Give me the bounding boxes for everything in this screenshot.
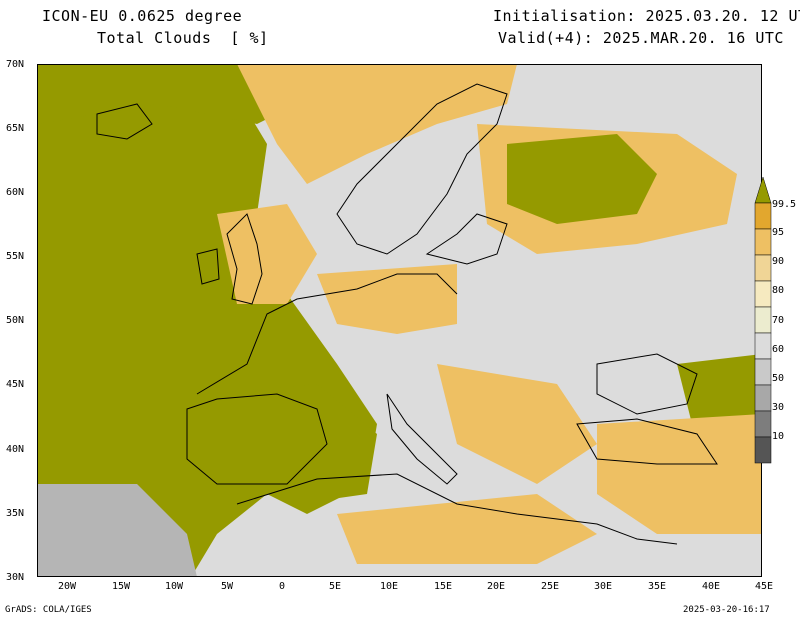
lon-label: 5W [221,581,234,592]
grads-credit: GrADS: COLA/IGES [5,605,92,615]
colorbar-swatch [754,332,772,360]
lon-label: 0 [279,581,286,592]
colorbar-label: 60 [772,344,785,355]
turkey-coast [576,418,718,465]
lon-label: 40E [702,581,721,592]
lat-label: 35N [6,508,25,519]
southwest-grey [37,484,197,577]
colorbar-label: 80 [772,285,785,296]
colorbar-swatch [754,306,772,334]
baltic-coast [425,213,508,265]
colorbar-label: 90 [772,256,785,267]
colorbar-swatch [754,202,772,230]
lat-label: 45N [6,379,25,390]
southeast-partial [597,414,762,534]
colorbar-swatch [754,436,772,464]
lon-label: 25E [541,581,560,592]
lon-label: 45E [755,581,774,592]
colorbar-label: 95 [772,227,785,238]
cloud-cover-map[interactable] [37,64,762,577]
scandinavia-coast [336,83,508,255]
lat-label: 30N [6,572,25,583]
mid-partial [317,264,457,334]
uk-partial [217,204,317,304]
lon-label: 5E [329,581,342,592]
colorbar-swatch [754,358,772,386]
colorbar-swatch [754,254,772,282]
med-africa-coast [236,473,678,545]
italy-coast [386,393,458,485]
iberia-overcast [207,384,377,504]
colorbar-swatch [754,280,772,308]
lon-label: 15E [434,581,453,592]
black-sea-coast [596,353,698,415]
coastlines [96,83,718,545]
lat-label: 65N [6,123,25,134]
colorbar-swatch [754,228,772,256]
africa-partial [337,494,597,564]
continent-coast [196,273,458,395]
lat-label: 40N [6,444,25,455]
lat-label: 55N [6,251,25,262]
lon-label: 30E [594,581,613,592]
colorbar-label: 70 [772,315,785,326]
lat-label: 70N [6,59,25,70]
colorbar-swatch [754,410,772,438]
iberia-coast [186,393,328,485]
colorbar-label: 30 [772,402,785,413]
lon-label: 10W [165,581,184,592]
iceland-coast [96,103,153,140]
colorbar [754,176,772,464]
lat-label: 50N [6,315,25,326]
scandinavia-partial [237,64,517,184]
ireland-coast [196,248,220,285]
field-title: Total Clouds [ %] [97,29,269,47]
lon-label: 35E [648,581,667,592]
lon-label: 10E [380,581,399,592]
lat-label: 60N [6,187,25,198]
colorbar-swatch [754,384,772,412]
finland-overcast [507,134,657,224]
lon-label: 20E [487,581,506,592]
lon-label: 15W [112,581,131,592]
lon-label: 20W [58,581,77,592]
colorbar-over-triangle [754,176,772,204]
model-title: ICON-EU 0.0625 degree [42,7,243,25]
colorbar-label: 99.5 [772,199,797,210]
great-britain-coast [226,213,263,305]
initialisation-time: Initialisation: 2025.03.20. 12 UTC [493,7,800,25]
valid-time: Valid(+4): 2025.MAR.20. 16 UTC [498,29,784,47]
colorbar-label: 10 [772,431,785,442]
colorbar-label: 50 [772,373,785,384]
balkan-partial [437,364,597,484]
render-timestamp: 2025-03-20-16:17 [683,605,770,615]
